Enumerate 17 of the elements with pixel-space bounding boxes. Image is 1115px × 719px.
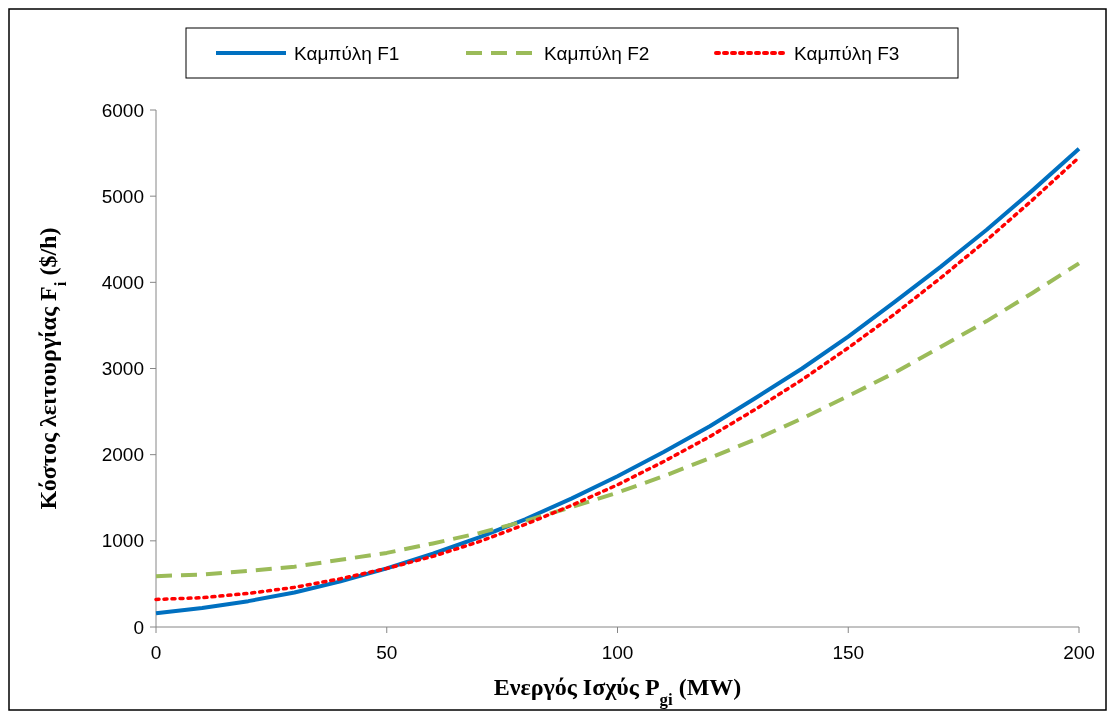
x-tick-label: 100 [601, 642, 634, 663]
y-tick-label: 1000 [101, 530, 144, 552]
y-tick-label: 6000 [101, 99, 144, 121]
legend-label: Καμπύλη F3 [794, 42, 900, 64]
legend-label: Καμπύλη F1 [294, 42, 400, 64]
legend-label: Καμπύλη F2 [544, 42, 650, 64]
y-tick-label: 5000 [101, 185, 144, 207]
y-tick-label: 2000 [101, 444, 144, 466]
x-tick-label: 0 [150, 642, 162, 663]
x-tick-label: 50 [376, 642, 398, 663]
x-axis-title: Ενεργός Ισχύς P$_{gi}$ (MW) [493, 674, 742, 709]
y-tick-label: 4000 [101, 271, 144, 293]
line-series [154, 261, 1081, 579]
x-tick-label: 200 [1063, 642, 1095, 663]
y-tick-label: 0 [133, 616, 144, 638]
y-tick-label: 3000 [101, 358, 144, 380]
x-tick-label: 150 [832, 642, 865, 663]
